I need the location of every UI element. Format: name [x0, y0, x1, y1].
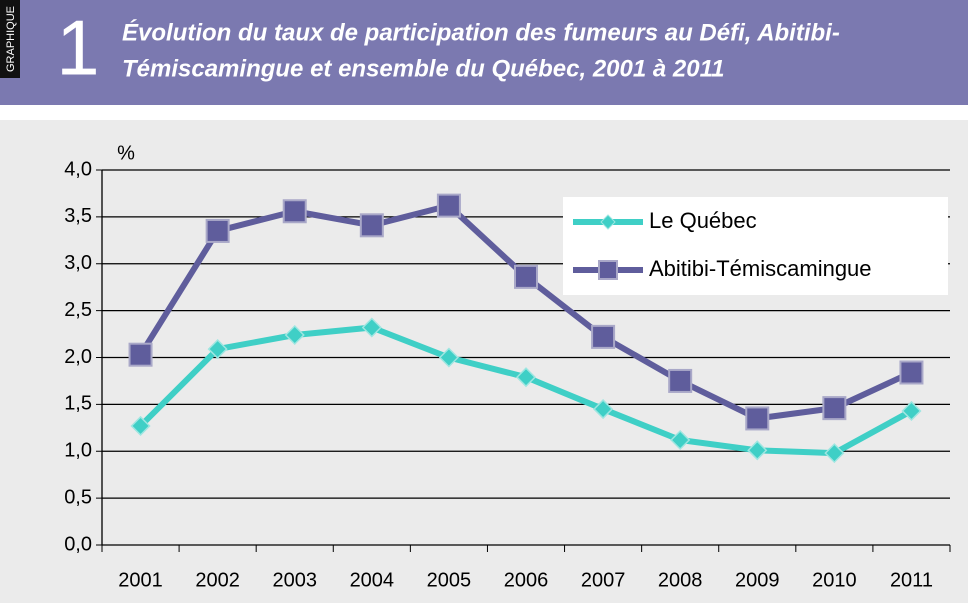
y-tick-label: 0,5 — [64, 486, 92, 508]
header-tag — [0, 0, 20, 78]
x-tick-label: 2009 — [735, 569, 780, 591]
chart-title-line: Évolution du taux de participation des f… — [122, 18, 840, 46]
marker — [438, 347, 459, 368]
legend-marker — [600, 214, 616, 230]
x-tick-label: 2008 — [658, 569, 703, 591]
legend-label: Le Québec — [649, 208, 757, 233]
legend-marker — [598, 260, 618, 280]
y-tick-label: 1,5 — [64, 393, 92, 415]
marker — [282, 199, 307, 224]
x-tick-label: 2002 — [195, 569, 240, 591]
x-tick-label: 2003 — [272, 569, 317, 591]
marker — [899, 360, 924, 385]
header-number: 1 — [56, 4, 99, 92]
y-tick-label: 1,0 — [64, 440, 92, 462]
y-tick-label: 2,5 — [64, 299, 92, 321]
marker — [593, 399, 614, 420]
y-tick-label: 3,5 — [64, 205, 92, 227]
header-band — [0, 0, 968, 105]
marker — [824, 443, 845, 464]
marker — [361, 317, 382, 338]
legend-label: Abitibi-Témiscamingue — [649, 256, 872, 281]
legend-box — [563, 197, 948, 295]
x-tick-label: 2011 — [890, 569, 933, 591]
marker — [284, 324, 305, 346]
x-tick-label: 2006 — [504, 569, 549, 591]
marker — [745, 406, 770, 431]
x-tick-label: 2010 — [812, 569, 857, 591]
marker — [207, 339, 228, 360]
marker — [205, 218, 230, 243]
marker — [436, 193, 461, 218]
header-label: GRAPHIQUE — [5, 6, 17, 72]
marker — [514, 264, 538, 289]
marker — [591, 324, 616, 349]
y-axis-label: % — [117, 142, 135, 164]
y-tick-label: 3,0 — [64, 252, 92, 274]
marker — [359, 213, 384, 238]
x-tick-label: 2004 — [350, 569, 395, 591]
marker — [670, 429, 691, 451]
marker — [822, 396, 847, 421]
y-tick-label: 4,0 — [64, 158, 92, 180]
x-tick-label: 2005 — [427, 569, 472, 591]
marker — [128, 342, 153, 367]
x-tick-label: 2007 — [581, 569, 626, 591]
marker — [130, 415, 151, 436]
marker — [747, 440, 768, 461]
marker — [901, 400, 922, 421]
marker — [668, 368, 693, 393]
marker — [515, 367, 537, 388]
y-tick-label: 0,0 — [64, 533, 92, 555]
x-tick-label: 2001 — [118, 569, 163, 591]
chart-title-line: Témiscamingue et ensemble du Québec, 200… — [122, 55, 725, 82]
y-tick-label: 2,0 — [64, 346, 92, 368]
